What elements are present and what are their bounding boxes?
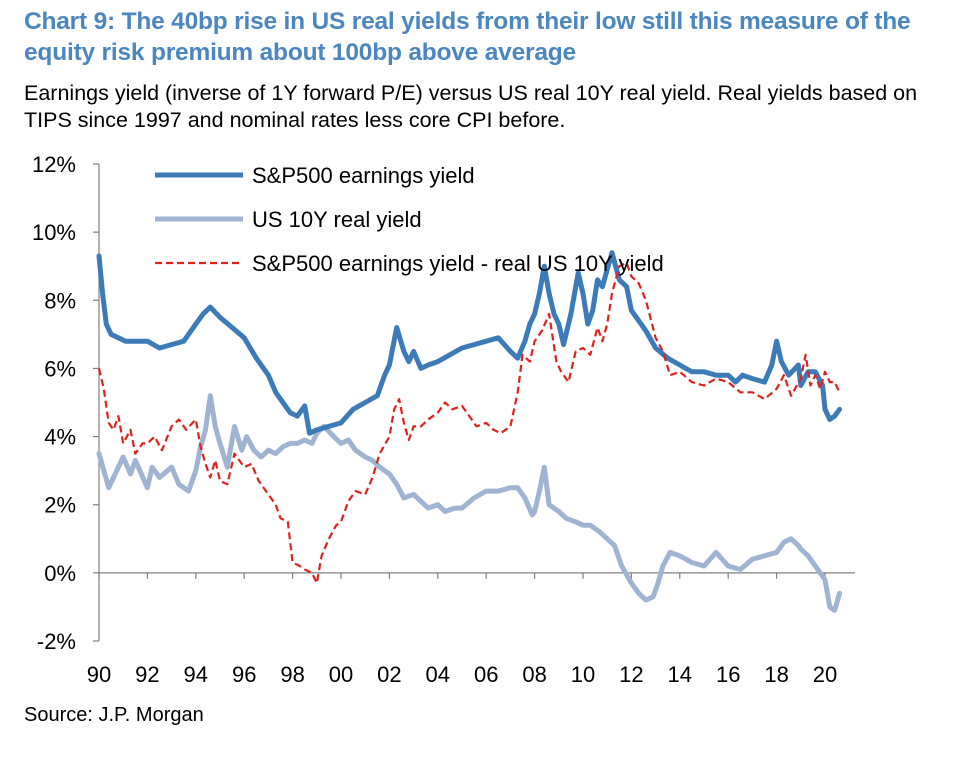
x-tick-label: 08 [522, 662, 546, 687]
y-tick-label: 2% [44, 493, 76, 518]
x-tick-label: 96 [232, 662, 256, 687]
x-tick-label: 94 [184, 662, 208, 687]
y-tick-label: 12% [32, 152, 76, 177]
x-tick-label: 92 [135, 662, 159, 687]
series-line-spread [97, 261, 841, 585]
x-tick-label: 20 [813, 662, 837, 687]
x-tick-label: 10 [571, 662, 595, 687]
legend-label: US 10Y real yield [252, 207, 422, 232]
chart-canvas: -2% 0% 2% 4% 6% 8% 10% 12% 90 92 94 96 98 00 02 04 06 08 1… [32, 152, 855, 687]
x-tick-label: 00 [329, 662, 353, 687]
x-tick-label: 16 [716, 662, 740, 687]
chart-source: Source: J.P. Morgan [24, 704, 204, 726]
x-tick-label: 98 [280, 662, 304, 687]
x-tick-label: 06 [474, 662, 498, 687]
y-tick-label: 6% [44, 356, 76, 381]
series-line-earnings-yield [96, 250, 842, 436]
series-line-real-yield [96, 393, 842, 613]
chart-title: Chart 9: The 40bp rise in US real yields… [24, 8, 911, 66]
chart-legend: S&P500 earnings yield US 10Y real yield S&… [155, 163, 664, 276]
chart-series [96, 250, 842, 613]
x-tick-label: 90 [87, 662, 111, 687]
x-tick-label: 02 [377, 662, 401, 687]
x-tick-label: 04 [426, 662, 450, 687]
y-tick-label: 8% [44, 288, 76, 313]
y-tick-label: 0% [44, 561, 76, 586]
legend-label: S&P500 earnings yield [252, 163, 475, 188]
legend-label: S&P500 earnings yield - real US 10Y yiel… [252, 251, 664, 276]
y-tick-label: 4% [44, 425, 76, 450]
y-tick-label: -2% [37, 629, 76, 654]
x-tick-label: 18 [764, 662, 788, 687]
y-tick-label: 10% [32, 220, 76, 245]
x-tick-label: 14 [668, 662, 692, 687]
x-tick-label: 12 [619, 662, 643, 687]
chart-axes: -2% 0% 2% 4% 6% 8% 10% 12% 90 92 94 96 98 00 02 04 06 08 1… [32, 152, 855, 687]
chart-subtitle: Earnings yield (inverse of 1Y forward P/… [24, 81, 918, 132]
